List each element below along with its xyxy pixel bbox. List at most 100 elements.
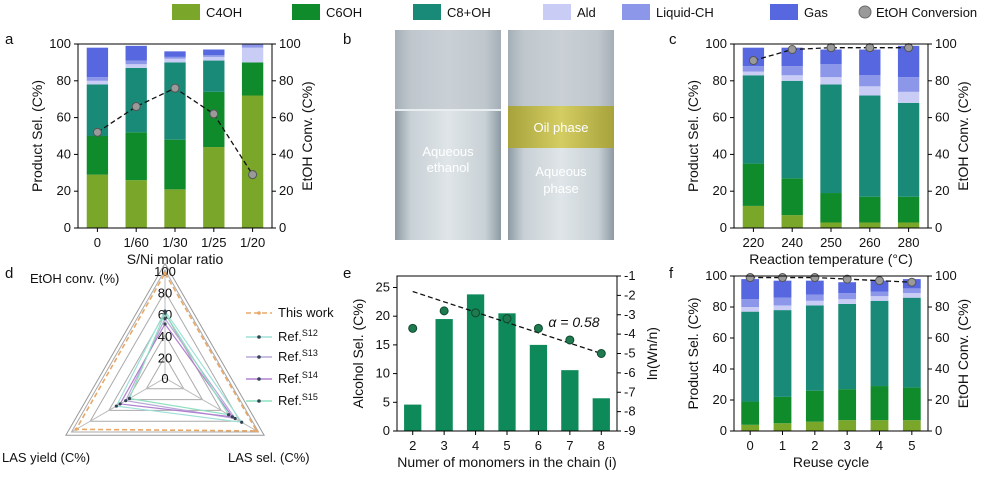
bar-c-3-2 — [859, 95, 881, 197]
radar-ring-5 — [70, 268, 260, 433]
conversion-point-a-0 — [92, 127, 102, 137]
conversion-point-c-3 — [865, 43, 875, 53]
bar-a-2-5 — [164, 51, 186, 57]
legend-label-3: Ald — [577, 5, 596, 20]
bar-c-2-3 — [820, 77, 842, 85]
top-legend: C4OH C6OH C8+OH Ald Liquid-CH Gas EtOH Convers… — [172, 4, 977, 20]
bar-a-4-3 — [241, 47, 264, 63]
bar-a-3-2 — [203, 60, 225, 92]
bar-f-2-1 — [805, 390, 824, 422]
y2tick-label-c-1: 20 — [935, 183, 949, 198]
bar-e-4 — [529, 344, 548, 431]
xtick-label-a-3: 1/25 — [201, 235, 226, 250]
y2tick-label-e-6: -7 — [624, 384, 636, 399]
radar-point-3-2 — [118, 402, 122, 406]
ytick-label-a-2: 40 — [57, 146, 71, 161]
bar-f-4-2 — [870, 300, 889, 387]
conversion-point-a-2 — [170, 83, 180, 93]
ylabel-f: Product Sel. (C%) — [685, 297, 701, 409]
y2tick-label-a-4: 80 — [279, 73, 293, 88]
radar-legend-sup-2: S13 — [302, 348, 318, 358]
legend-swatch-4 — [622, 4, 650, 20]
radar-ring-label-4: 80 — [158, 286, 172, 301]
bar-e-6 — [592, 398, 610, 431]
bar-c-1-4 — [781, 66, 803, 76]
bar-a-1-0 — [125, 180, 147, 228]
xtick-label-e-1: 3 — [441, 438, 448, 453]
y2tick-label-c-5: 100 — [935, 36, 957, 51]
conversion-line-f — [750, 276, 912, 283]
xtick-label-c-3: 260 — [859, 235, 881, 250]
bar-a-1-1 — [125, 132, 147, 181]
y2tick-label-a-1: 20 — [279, 183, 293, 198]
ytick-label-a-4: 80 — [57, 73, 71, 88]
radar-point-1-1 — [240, 420, 244, 424]
bar-a-4-0 — [241, 95, 264, 229]
xtick-label-f-0: 0 — [747, 438, 754, 453]
bar-f-3-1 — [838, 389, 857, 421]
radar-legend-marker-3 — [257, 377, 261, 381]
radar-legend-base-1: Ref. — [278, 329, 302, 344]
bar-c-1-1 — [781, 178, 803, 216]
radar-point-0-2 — [74, 427, 78, 431]
xtick-label-a-2: 1/30 — [162, 235, 187, 250]
bar-a-4-1 — [241, 62, 264, 96]
legend-swatch-0 — [172, 4, 200, 20]
radar-axis-label-0: EtOH conv. (%) — [30, 271, 119, 286]
conversion-point-c-2 — [826, 43, 836, 53]
radar-point-0-1 — [255, 429, 259, 433]
xtick-label-f-5: 5 — [908, 438, 915, 453]
radar-point-3-1 — [230, 415, 234, 419]
bar-f-1-0 — [773, 423, 792, 431]
ylabel-a: Product Sel. (C%) — [29, 80, 45, 192]
y2tick-label-e-4: -5 — [624, 346, 636, 361]
legend-label-0: C4OH — [206, 5, 242, 20]
xtick-label-c-4: 280 — [898, 235, 920, 250]
legend-label-1: C6OH — [326, 5, 362, 20]
bar-a-3-1 — [203, 91, 225, 148]
legend-swatch-2 — [413, 4, 441, 20]
bar-c-4-3 — [897, 91, 920, 103]
y2tick-label-a-5: 100 — [279, 36, 301, 51]
bar-a-2-3 — [164, 58, 186, 63]
ylabel-e: Alcohol Sel. (C%) — [350, 299, 366, 409]
bar-e-2 — [466, 294, 485, 431]
y2tick-label-f-2: 40 — [935, 361, 949, 376]
bar-f-1-4 — [773, 297, 792, 306]
bar-f-4-3 — [870, 296, 889, 301]
panel-label-c: c — [669, 31, 677, 48]
legend-swatch-1 — [292, 4, 320, 20]
bar-a-3-4 — [203, 55, 225, 57]
xtick-label-c-0: 220 — [743, 235, 765, 250]
bar-c-0-3 — [742, 71, 765, 76]
radar-legend-sup-3: S14 — [302, 370, 318, 380]
bar-a-0-0 — [86, 174, 109, 228]
ytick-label-c-3: 60 — [713, 110, 727, 125]
bar-f-3-3 — [838, 299, 857, 304]
bar-a-0-4 — [86, 77, 109, 81]
radar-ring-label-2: 40 — [158, 329, 172, 344]
bar-f-0-5 — [741, 279, 760, 300]
bar-f-5-4 — [902, 288, 921, 294]
radar-point-1-2 — [114, 404, 118, 408]
bar-e-3 — [498, 313, 516, 431]
plot-frame-f — [733, 275, 929, 432]
radar-legend-marker-2 — [257, 355, 261, 359]
conversion-point-a-3 — [209, 109, 219, 119]
radar-ring-2 — [126, 333, 204, 401]
photo-label-aqueous: Aqueous — [422, 144, 474, 159]
bar-f-1-5 — [773, 280, 792, 298]
ytick-label-a-3: 60 — [57, 110, 71, 125]
chart-panel-e: 2 3 4 5 6 7 8 0 5 10 15 20 25 -1 -2 -3 -4 -5 -6 -7 -8 -9 α = 0… — [350, 268, 660, 470]
radar-point-4-2 — [127, 396, 132, 401]
radar-spoke-2 — [71, 377, 166, 433]
y2tick-label-c-0: 0 — [935, 220, 942, 235]
conversion-point-f-0 — [745, 273, 755, 283]
legend-conversion-label: EtOH Conversion — [876, 5, 977, 20]
bar-f-3-5 — [838, 282, 857, 294]
radar-point-2-0 — [163, 317, 167, 321]
conversion-point-c-0 — [748, 56, 758, 66]
y2tick-label-a-2: 40 — [279, 146, 293, 161]
xtick-label-f-4: 4 — [876, 438, 883, 453]
radar-point-0-0 — [163, 271, 167, 275]
